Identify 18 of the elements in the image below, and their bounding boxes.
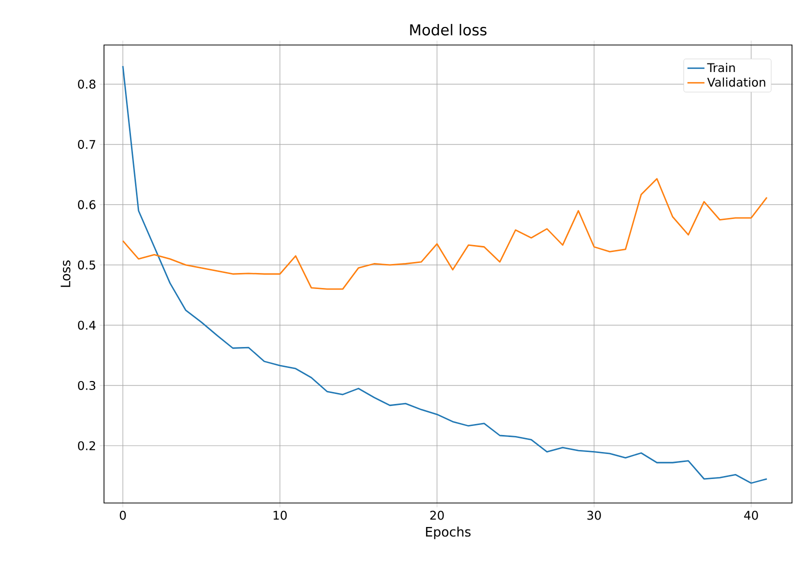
legend-label: Validation bbox=[707, 77, 766, 87]
y-tick-label: 0.2 bbox=[78, 441, 96, 450]
y-tick-label: 0.6 bbox=[78, 200, 96, 210]
y-tick-label: 0.7 bbox=[78, 140, 96, 149]
x-tick-label: 40 bbox=[744, 510, 758, 520]
x-tick-label: 20 bbox=[430, 510, 444, 520]
y-tick-label: 0.8 bbox=[78, 80, 96, 89]
legend-label: Train bbox=[707, 62, 735, 72]
x-tick-label: 30 bbox=[587, 510, 601, 520]
y-tick-label: 0.5 bbox=[78, 260, 96, 270]
y-axis-title: Loss bbox=[60, 260, 70, 287]
x-tick-label: 0 bbox=[120, 510, 126, 520]
y-tick-label: 0.3 bbox=[78, 380, 96, 390]
line-series bbox=[122, 178, 768, 290]
x-axis-title: Epochs bbox=[426, 526, 471, 540]
x-tick-label: 10 bbox=[274, 510, 287, 520]
y-tick-label: 0.4 bbox=[78, 320, 96, 330]
chart-title: Model loss bbox=[410, 24, 487, 36]
